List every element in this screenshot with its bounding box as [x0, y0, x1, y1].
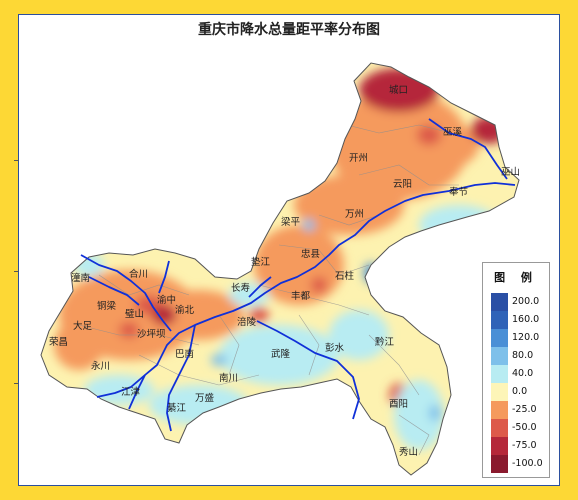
legend-label: 40.0: [512, 368, 534, 379]
place-label: 万盛: [195, 392, 215, 404]
place-label: 忠县: [301, 249, 320, 260]
legend-item: -25.0: [491, 401, 551, 419]
legend-swatch: [491, 293, 508, 311]
legend-item: -75.0: [491, 437, 551, 455]
place-label: 巴南: [175, 348, 194, 360]
place-label: 武隆: [271, 348, 291, 360]
place-label: 合川: [129, 268, 148, 280]
place-label: 綦江: [167, 402, 187, 414]
place-label: 梁平: [281, 216, 301, 228]
place-label: 大足: [73, 320, 93, 332]
place-label: 涪陵: [237, 316, 257, 328]
wujiang-river: [256, 320, 360, 420]
place-label: 荣昌: [49, 336, 68, 348]
legend-title: 图 例: [494, 271, 538, 284]
axis-tick: [14, 383, 19, 384]
legend-swatch: [491, 383, 508, 401]
province-outline: [40, 62, 520, 476]
rivers: [80, 118, 516, 432]
place-label: 潼南: [71, 272, 90, 284]
legend-swatch: [491, 401, 508, 419]
place-label: 渝北: [175, 304, 195, 316]
legend-label: -25.0: [512, 404, 537, 415]
anomaly-surface: [41, 63, 519, 475]
yangtze-river: [96, 182, 516, 398]
legend-item: -50.0: [491, 419, 551, 437]
legend: 图 例 200.0 160.0 120.0 80.0 40.0 0.0 -25.…: [482, 262, 550, 478]
place-label: 永川: [91, 360, 110, 372]
place-label: 长寿: [231, 282, 250, 294]
legend-swatch: [491, 347, 508, 365]
legend-swatch: [491, 437, 508, 455]
qujiang-river: [158, 260, 170, 294]
fujiang-river: [88, 276, 140, 306]
place-label: 石柱: [335, 270, 355, 282]
place-label: 彭水: [325, 342, 345, 354]
legend-item: 80.0: [491, 347, 551, 365]
place-label: 酉阳: [389, 399, 408, 410]
place-label: 黔江: [375, 336, 395, 348]
axis-tick: [14, 160, 19, 161]
place-label: 南川: [219, 372, 238, 384]
daning-river: [428, 118, 508, 180]
legend-swatch: [491, 311, 508, 329]
map-title: 重庆市降水总量距平率分布图: [198, 22, 380, 38]
place-label: 巫山: [501, 167, 520, 178]
place-label: 秀山: [399, 446, 418, 458]
place-label: 开州: [349, 153, 368, 164]
place-label: 璧山: [125, 308, 144, 320]
place-label: 奉节: [449, 186, 468, 198]
place-label: 江津: [121, 387, 141, 398]
jialing-river: [80, 254, 172, 332]
legend-swatch: [491, 455, 508, 473]
axis-tick: [14, 271, 19, 272]
legend-label: 160.0: [512, 314, 540, 325]
legend-label: -50.0: [512, 422, 537, 433]
legend-item: 40.0: [491, 365, 551, 383]
legend-item: 200.0: [491, 293, 551, 311]
legend-item: 0.0: [491, 383, 551, 401]
place-labels: 城口 巫溪 巫山 开州 云阳 奉节 万州 梁平 忠县 垫江 石柱 长寿 丰都 涪…: [49, 85, 520, 458]
place-label: 丰都: [291, 290, 311, 302]
place-label: 沙坪坝: [137, 328, 166, 340]
legend-item: 120.0: [491, 329, 551, 347]
place-label: 城口: [389, 85, 408, 96]
legend-label: 0.0: [512, 386, 528, 397]
place-label: 巫溪: [443, 126, 463, 138]
legend-swatch: [491, 365, 508, 383]
legend-item: 160.0: [491, 311, 551, 329]
place-label: 垫江: [251, 256, 271, 268]
legend-label: -100.0: [512, 458, 543, 469]
place-label: 渝中: [157, 294, 176, 306]
place-label: 云阳: [393, 179, 412, 190]
legend-swatch: [491, 329, 508, 347]
legend-swatch: [491, 419, 508, 437]
place-label: 铜梁: [97, 300, 117, 312]
map-panel: 重庆市降水总量距平率分布图: [14, 14, 560, 486]
legend-label: 120.0: [512, 332, 540, 343]
legend-label: 80.0: [512, 350, 534, 361]
precipitation-map: 城口 巫溪 巫山 开州 云阳 奉节 万州 梁平 忠县 垫江 石柱 长寿 丰都 涪…: [40, 62, 520, 476]
legend-item: -100.0: [491, 455, 551, 473]
place-label: 万州: [345, 209, 364, 220]
legend-label: 200.0: [512, 296, 540, 307]
legend-label: -75.0: [512, 440, 537, 451]
